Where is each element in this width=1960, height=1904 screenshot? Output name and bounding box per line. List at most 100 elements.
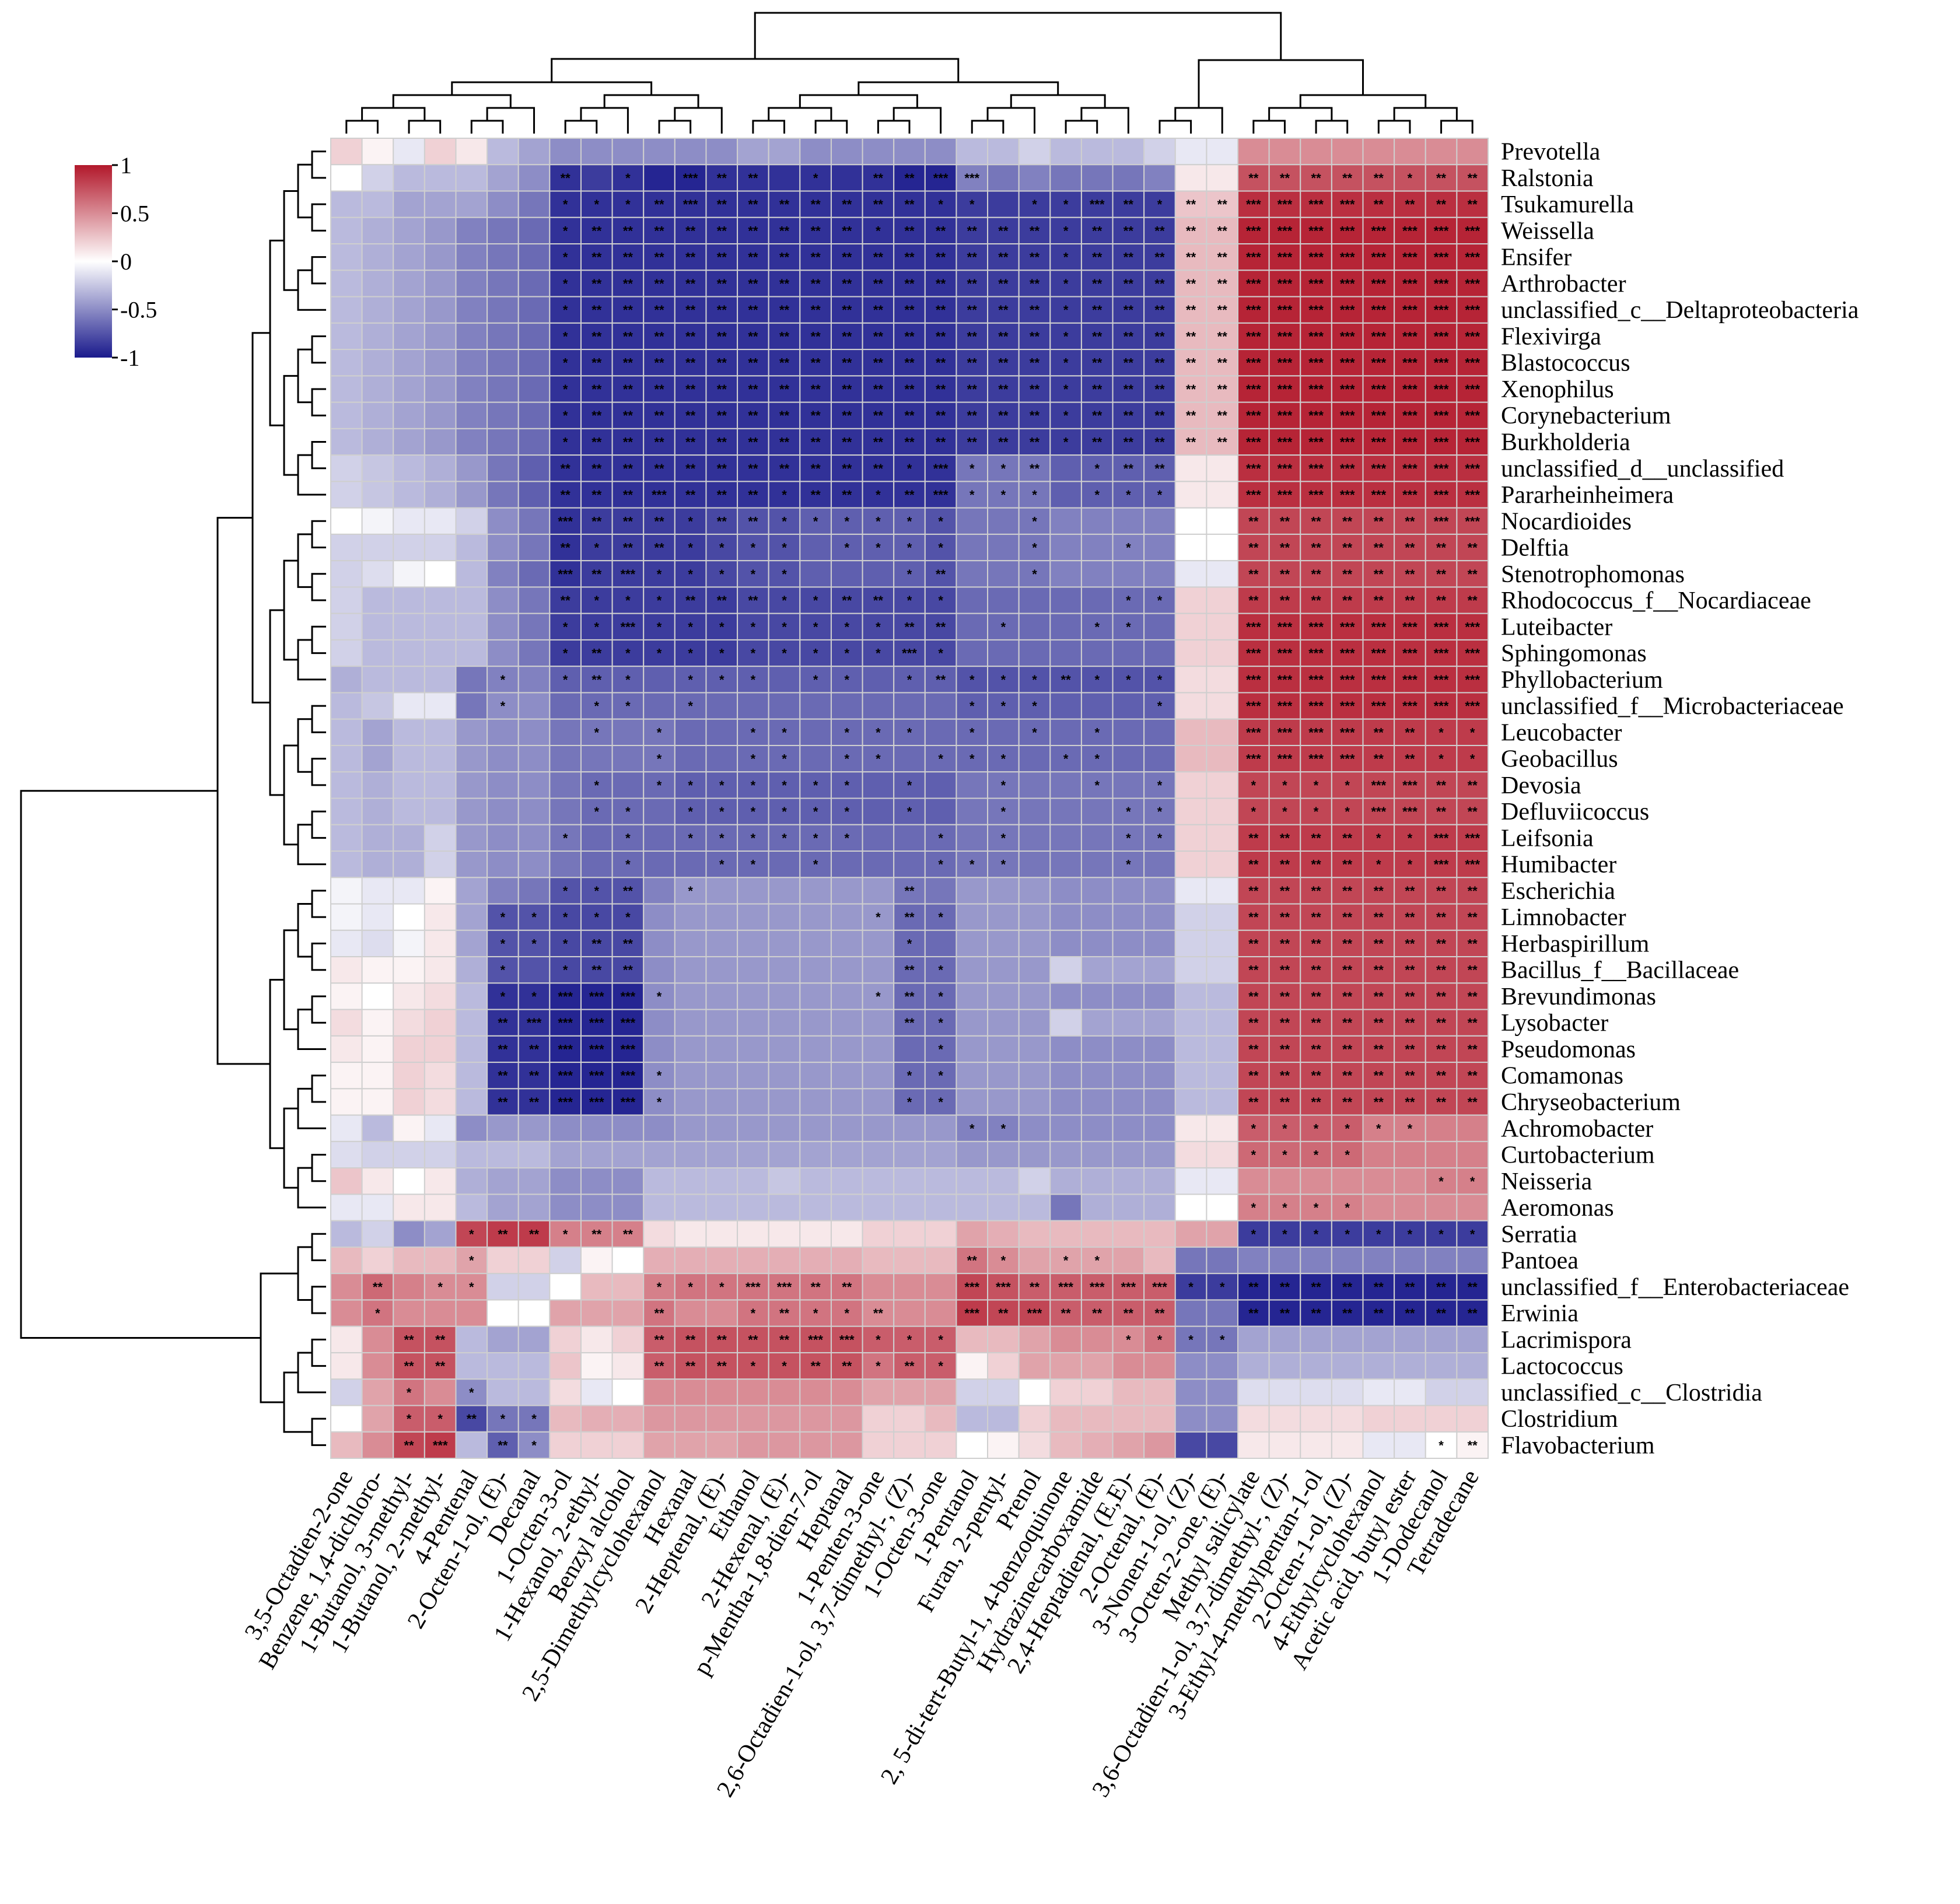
heatmap-cell <box>737 1378 769 1406</box>
significance-mark: ** <box>811 1359 821 1374</box>
colorbar-tick-label: 0.5 <box>120 201 149 227</box>
significance-mark: ** <box>1092 435 1102 449</box>
heatmap-cell <box>674 1431 707 1459</box>
significance-mark: *** <box>1465 408 1480 423</box>
row-label: Leifsonia <box>1501 825 1594 852</box>
row-label: Weissella <box>1501 218 1594 244</box>
heatmap-cell <box>424 164 457 192</box>
heatmap-cell <box>1174 1352 1208 1380</box>
significance-mark: * <box>688 514 693 528</box>
significance-mark: *** <box>1434 514 1449 528</box>
heatmap-cell <box>1331 1299 1364 1327</box>
significance-mark: * <box>751 541 756 555</box>
significance-mark: ** <box>717 1332 727 1347</box>
heatmap-cell <box>517 982 551 1010</box>
significance-mark: ** <box>873 461 884 476</box>
heatmap-cell <box>956 718 989 746</box>
heatmap-cell <box>393 296 425 324</box>
significance-mark: ** <box>1342 884 1353 898</box>
heatmap-cell <box>956 1167 989 1195</box>
significance-mark: * <box>844 541 849 555</box>
heatmap-cell <box>1300 454 1332 482</box>
significance-mark: * <box>1001 673 1006 687</box>
heatmap-cell <box>643 481 676 509</box>
heatmap-cell <box>924 850 957 878</box>
heatmap-cell <box>424 692 457 720</box>
heatmap-cell <box>1331 1035 1364 1063</box>
heatmap-cell <box>862 164 895 192</box>
heatmap-cell <box>924 1035 957 1063</box>
heatmap-cell <box>580 1352 613 1380</box>
significance-mark: ** <box>561 541 571 555</box>
significance-mark: ** <box>592 488 602 502</box>
heatmap-cell <box>987 797 1020 825</box>
heatmap-cell <box>487 1378 519 1406</box>
heatmap-cell <box>643 666 676 694</box>
heatmap-cell <box>1174 1009 1208 1037</box>
significance-mark: ** <box>1405 1280 1415 1294</box>
significance-mark: *** <box>1371 435 1386 449</box>
heatmap-cell <box>768 1246 801 1275</box>
significance-mark: ** <box>592 461 602 476</box>
significance-mark: *** <box>1465 303 1480 317</box>
row-label: Xenophilus <box>1501 376 1614 403</box>
heatmap-cell <box>424 1062 457 1090</box>
heatmap-cell <box>361 481 394 509</box>
significance-mark: * <box>563 646 568 661</box>
heatmap-cell <box>1331 1246 1364 1275</box>
heatmap-cell <box>893 850 926 878</box>
significance-mark: *** <box>933 461 949 476</box>
significance-mark: ** <box>967 408 978 423</box>
heatmap-cell <box>643 1325 676 1353</box>
heatmap-cell <box>1456 824 1489 852</box>
heatmap-cell <box>1456 692 1489 720</box>
heatmap-cell <box>1456 797 1489 825</box>
significance-mark: *** <box>558 1095 573 1110</box>
heatmap-cell <box>1300 1194 1332 1222</box>
significance-mark: * <box>907 1095 912 1110</box>
heatmap-cell <box>1049 1062 1082 1090</box>
significance-mark: ** <box>1405 593 1415 608</box>
dendrogram-branch <box>260 1272 298 1404</box>
significance-mark: * <box>970 461 975 476</box>
significance-mark: ** <box>1311 541 1322 555</box>
heatmap-cell <box>643 929 676 958</box>
heatmap-cell <box>1300 481 1332 509</box>
heatmap-cell <box>1206 507 1239 535</box>
heatmap-cell <box>768 956 801 984</box>
heatmap-cell <box>330 1431 363 1459</box>
significance-mark: ** <box>1154 408 1165 423</box>
significance-mark: * <box>938 831 943 845</box>
heatmap-cell <box>987 1114 1020 1142</box>
heatmap-cell <box>737 850 769 878</box>
significance-mark: ** <box>685 276 696 291</box>
significance-mark: * <box>751 725 756 740</box>
significance-mark: * <box>688 699 693 713</box>
heatmap-cell <box>487 982 519 1010</box>
significance-mark: *** <box>558 567 573 582</box>
heatmap-cell <box>924 1325 957 1353</box>
heatmap-cell <box>1143 1167 1176 1195</box>
heatmap-cell <box>424 454 457 482</box>
significance-mark: ** <box>1468 567 1478 582</box>
significance-mark: * <box>594 910 599 925</box>
heatmap-cell <box>862 1167 895 1195</box>
heatmap-cell <box>393 322 425 351</box>
heatmap-cell <box>830 1009 863 1037</box>
significance-mark: ** <box>904 250 915 265</box>
heatmap-cell <box>643 401 676 429</box>
heatmap-cell <box>487 1325 519 1353</box>
heatmap-cell <box>517 270 551 298</box>
heatmap-cell <box>1424 612 1458 640</box>
heatmap-cell <box>893 586 926 614</box>
heatmap-cell <box>393 1140 425 1169</box>
heatmap-cell <box>517 243 551 271</box>
significance-mark: * <box>594 725 599 740</box>
heatmap-cell <box>580 877 613 905</box>
heatmap-cell <box>393 1009 425 1037</box>
heatmap-cell <box>643 1246 676 1275</box>
heatmap-cell <box>768 586 801 614</box>
significance-mark: * <box>813 593 818 608</box>
row-label: Aeromonas <box>1501 1195 1614 1222</box>
heatmap-cell <box>580 1114 613 1142</box>
